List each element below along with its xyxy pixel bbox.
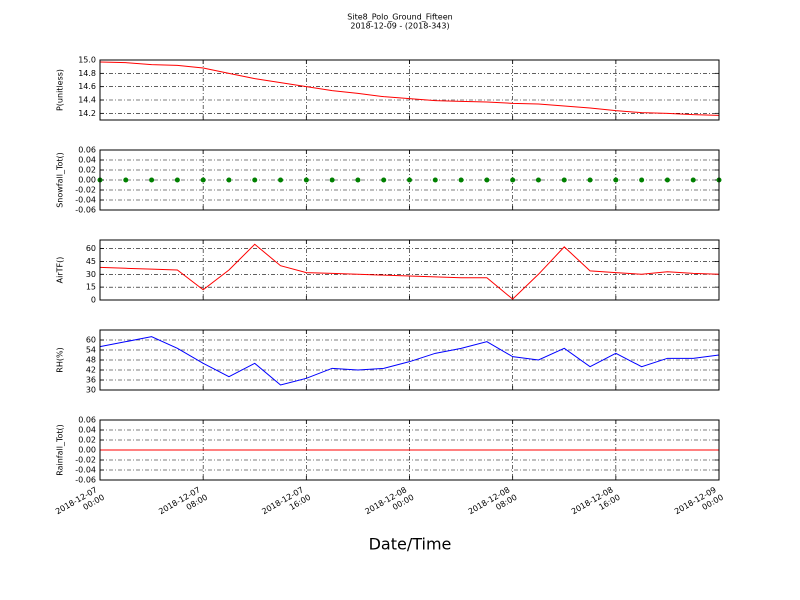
y-tick-label: 36	[86, 376, 96, 385]
data-line	[99, 61, 720, 116]
data-line	[99, 243, 720, 300]
y-tick-label: 42	[86, 366, 96, 375]
plot-frame	[99, 239, 720, 301]
y-tick-label: 30	[86, 386, 96, 395]
data-point	[303, 177, 309, 183]
x-axis-label: Date/Time	[369, 535, 452, 554]
data-point	[432, 177, 438, 183]
y-tick-label: 30	[86, 270, 96, 279]
y-tick-label: -0.02	[75, 456, 96, 465]
y-tick-label: 0.06	[78, 146, 96, 155]
y-tick-label: 15	[86, 283, 96, 292]
y-tick-label: 0.00	[78, 176, 96, 185]
data-point	[510, 177, 516, 183]
y-tick-label: 0.06	[78, 416, 96, 425]
data-point	[355, 177, 361, 183]
y-tick-label: 14.2	[78, 109, 96, 118]
data-point	[690, 177, 696, 183]
chart-title: Site8_Polo_Ground_Fifteen	[347, 13, 452, 22]
data-point	[664, 177, 670, 183]
data-point	[458, 177, 464, 183]
y-tick-label: -0.06	[75, 476, 96, 485]
data-point	[149, 177, 155, 183]
y-axis-label: P(unitless)	[56, 69, 65, 111]
data-point	[613, 177, 619, 183]
y-tick-label: -0.04	[75, 466, 96, 475]
y-tick-label: 0.02	[78, 166, 96, 175]
y-tick-label: 15.0	[78, 56, 96, 65]
data-point	[329, 177, 335, 183]
y-tick-label: 48	[86, 356, 96, 365]
y-tick-label: 0.00	[78, 446, 96, 455]
y-tick-label: -0.02	[75, 186, 96, 195]
y-tick-label: 0.04	[78, 156, 96, 165]
data-point	[561, 177, 567, 183]
plot-frame	[99, 149, 720, 211]
data-point	[226, 177, 232, 183]
y-tick-label: -0.06	[75, 206, 96, 215]
y-tick-label: 60	[86, 336, 96, 345]
y-axis-label: Rainfall_Tot()	[56, 424, 65, 476]
data-point	[484, 177, 490, 183]
y-axis-label: Snowfall_Tot()	[56, 152, 65, 208]
plot-frame	[99, 419, 720, 481]
data-point	[587, 177, 593, 183]
y-tick-label: 14.8	[78, 69, 96, 78]
data-point	[252, 177, 258, 183]
chart-subtitle: 2018-12-09 - (2018-343)	[350, 22, 449, 31]
data-point	[407, 177, 412, 183]
y-tick-label: 14.4	[78, 96, 96, 105]
data-point	[200, 177, 206, 183]
data-point	[381, 177, 387, 183]
y-axis-label: AirTF()	[56, 257, 65, 284]
data-point	[123, 177, 129, 183]
plot-frame	[99, 329, 720, 391]
y-tick-label: 0.02	[78, 436, 96, 445]
y-tick-label: 0.04	[78, 426, 96, 435]
data-line	[99, 336, 720, 386]
y-axis-label: RH(%)	[56, 347, 65, 372]
data-point	[535, 177, 541, 183]
y-tick-label: 14.6	[78, 82, 96, 91]
y-tick-label: 0	[91, 296, 96, 305]
y-tick-label: -0.04	[75, 196, 96, 205]
y-tick-label: 54	[86, 346, 96, 355]
y-tick-label: 60	[86, 244, 96, 253]
data-point	[174, 177, 180, 183]
plot-frame	[99, 59, 720, 121]
y-tick-label: 45	[86, 257, 96, 266]
data-point	[278, 177, 284, 183]
data-point	[639, 177, 645, 183]
